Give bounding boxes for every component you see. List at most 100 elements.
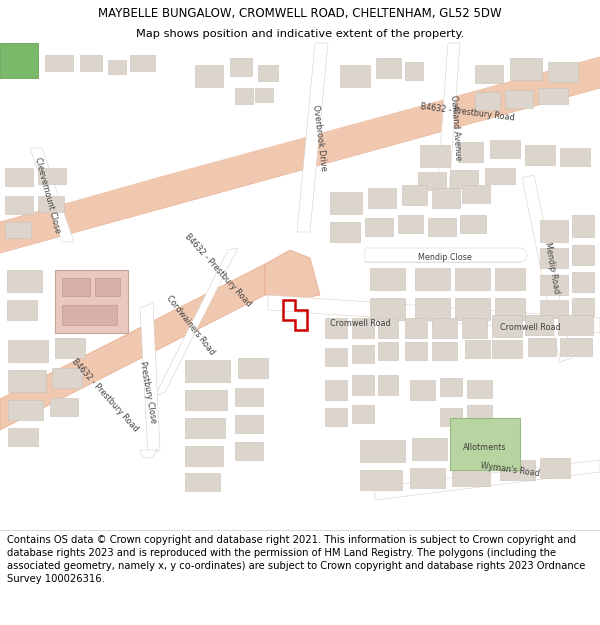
Text: Overbrook Drive: Overbrook Drive	[311, 104, 329, 172]
Bar	[455, 268, 490, 290]
Bar	[325, 348, 347, 366]
Polygon shape	[297, 43, 328, 232]
Polygon shape	[265, 250, 320, 298]
Polygon shape	[268, 295, 600, 333]
Polygon shape	[155, 248, 238, 396]
Text: Cromwell Road: Cromwell Road	[329, 319, 391, 328]
Bar	[415, 298, 450, 320]
Bar	[492, 340, 522, 358]
Bar	[455, 440, 495, 460]
Bar	[5, 168, 33, 186]
Text: Wyman's Road: Wyman's Road	[480, 461, 540, 479]
Bar	[8, 55, 38, 73]
Bar	[38, 168, 66, 184]
Bar	[108, 60, 126, 74]
Bar	[405, 318, 427, 338]
Bar	[325, 380, 347, 400]
Bar	[330, 222, 360, 242]
Bar	[62, 278, 90, 296]
Polygon shape	[0, 57, 600, 253]
Bar	[558, 315, 593, 335]
Bar	[352, 345, 374, 363]
Bar	[490, 140, 520, 158]
Bar	[352, 375, 374, 395]
Bar	[5, 222, 31, 238]
Bar	[418, 172, 446, 190]
Bar	[330, 192, 362, 214]
Bar	[560, 148, 590, 166]
Bar	[378, 375, 398, 395]
Bar	[185, 360, 230, 382]
Bar	[540, 248, 568, 268]
Bar	[540, 275, 568, 295]
Polygon shape	[365, 248, 527, 262]
Bar	[255, 88, 273, 102]
Bar	[500, 460, 535, 480]
Text: Map shows position and indicative extent of the property.: Map shows position and indicative extent…	[136, 29, 464, 39]
Bar	[62, 305, 117, 325]
Bar	[185, 418, 225, 438]
Bar	[412, 438, 447, 460]
Bar	[540, 300, 568, 318]
Bar	[467, 405, 492, 423]
Bar	[495, 268, 525, 290]
Bar	[50, 398, 78, 416]
Bar	[325, 318, 347, 338]
Bar	[360, 440, 405, 462]
Bar	[402, 185, 427, 205]
Text: Cromwell Road: Cromwell Road	[500, 324, 560, 332]
Bar	[45, 55, 73, 71]
Text: MAYBELLE BUNGALOW, CROMWELL ROAD, CHELTENHAM, GL52 5DW: MAYBELLE BUNGALOW, CROMWELL ROAD, CHELTE…	[98, 8, 502, 20]
Text: B4632 - Prestbury Road: B4632 - Prestbury Road	[70, 357, 140, 433]
Bar	[378, 342, 398, 360]
Bar	[450, 170, 478, 188]
Bar	[325, 408, 347, 426]
Bar	[185, 473, 220, 491]
Text: B4632 - Prestbury Road: B4632 - Prestbury Road	[183, 232, 253, 308]
Bar	[485, 168, 515, 184]
Bar	[475, 65, 503, 83]
Bar	[410, 468, 445, 488]
Bar	[360, 470, 402, 490]
Bar	[230, 58, 252, 76]
Bar	[510, 58, 542, 80]
Polygon shape	[375, 460, 600, 500]
Bar	[465, 340, 490, 358]
Bar	[8, 340, 48, 362]
Bar	[8, 428, 38, 446]
Bar	[7, 300, 37, 320]
Bar	[365, 218, 393, 236]
Bar	[410, 380, 435, 400]
Bar	[185, 446, 223, 466]
Bar	[368, 188, 396, 208]
Bar	[528, 338, 556, 356]
Bar	[340, 65, 370, 87]
Text: Allotments: Allotments	[463, 444, 506, 452]
Text: Mendip Close: Mendip Close	[418, 254, 472, 262]
Bar	[8, 370, 46, 392]
Bar	[235, 442, 263, 460]
Text: B4632 - Prestbury Road: B4632 - Prestbury Road	[421, 102, 515, 122]
Bar	[548, 62, 578, 82]
Bar	[370, 268, 405, 290]
Text: Contains OS data © Crown copyright and database right 2021. This information is : Contains OS data © Crown copyright and d…	[7, 535, 586, 584]
Polygon shape	[0, 43, 38, 78]
Polygon shape	[140, 303, 160, 455]
Bar	[8, 400, 43, 420]
Bar	[560, 338, 592, 356]
Bar	[405, 62, 423, 80]
Bar	[420, 145, 450, 167]
Bar	[235, 388, 263, 406]
Bar	[525, 145, 555, 165]
Bar	[440, 408, 462, 426]
Polygon shape	[55, 270, 128, 333]
Bar	[458, 142, 483, 162]
Bar	[378, 318, 398, 338]
Bar	[452, 466, 490, 486]
Polygon shape	[0, 57, 600, 253]
Bar	[195, 65, 223, 87]
Bar	[185, 390, 227, 410]
Bar	[130, 55, 155, 71]
Bar	[352, 405, 374, 423]
Polygon shape	[0, 264, 265, 430]
